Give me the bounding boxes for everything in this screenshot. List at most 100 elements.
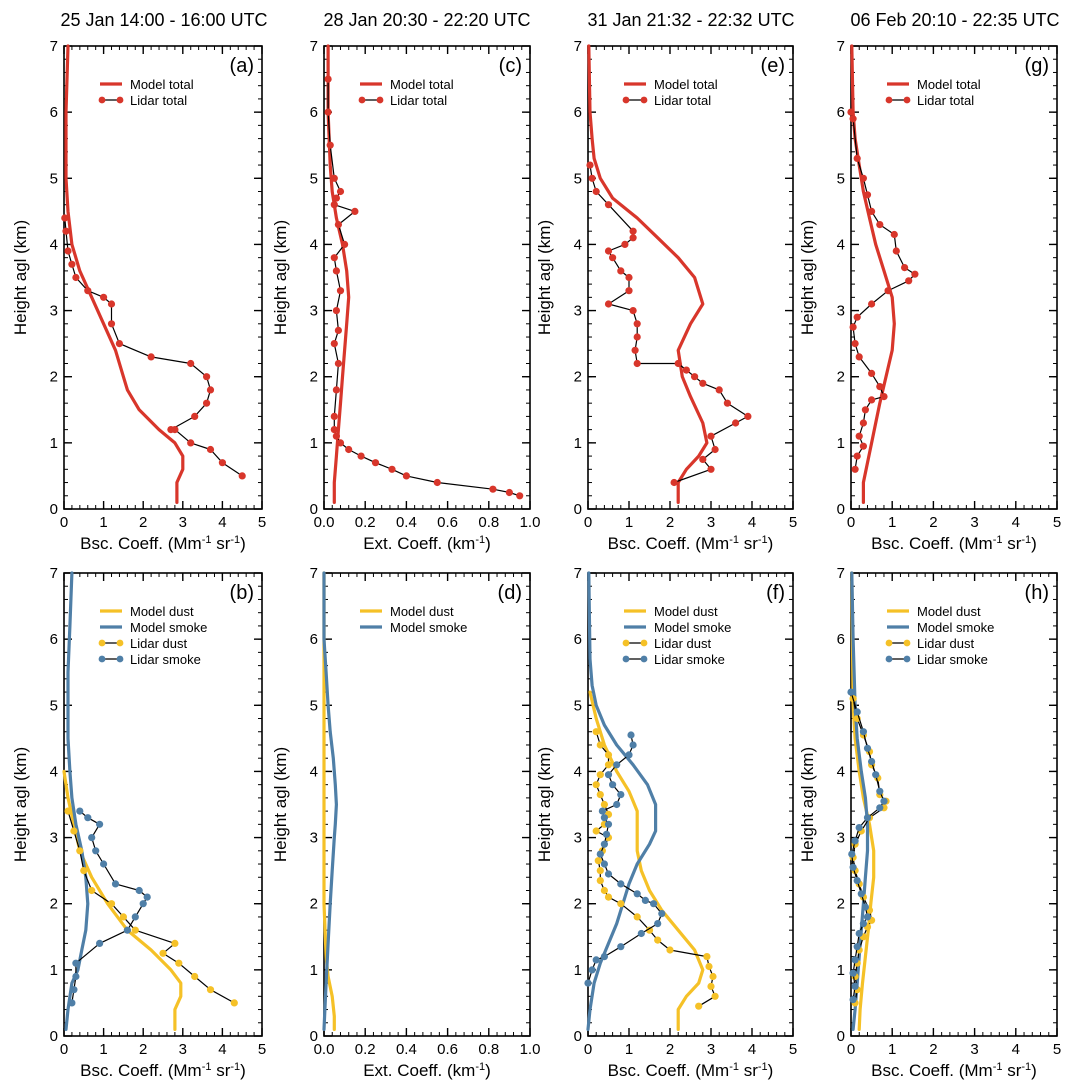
y-tick-label: 0 — [50, 1028, 58, 1045]
lidar-marker — [732, 419, 740, 427]
lidar-marker — [674, 359, 682, 368]
lidar-marker — [600, 860, 609, 868]
lidar-marker — [96, 939, 104, 948]
x-axis-label-part: Ext. Coeff. (km — [363, 534, 475, 553]
lidar-marker — [206, 445, 215, 454]
lidar-marker — [637, 929, 645, 938]
lidar-marker — [332, 386, 340, 394]
y-tick-label: 4 — [50, 763, 58, 780]
lidar-marker — [853, 708, 861, 716]
lidar-marker — [334, 359, 342, 368]
legend-label: Model total — [654, 77, 718, 92]
lidar-marker — [613, 761, 621, 769]
legend-swatch-marker — [116, 96, 124, 104]
series-line — [322, 571, 338, 1031]
lidar-marker — [849, 863, 857, 871]
lidar-marker — [633, 890, 641, 898]
y-tick-label: 2 — [837, 896, 845, 913]
series-model-total — [64, 44, 185, 504]
lidar-marker — [868, 757, 876, 766]
panel-h: 0 1 2 3 4 5 0 1 2 3 4 5 6 7 Height agl (km) Bsc. Coeff.… — [798, 565, 1061, 1080]
y-tick-label: 0 — [574, 1028, 582, 1045]
lidar-marker — [629, 741, 637, 749]
lidar-marker — [855, 353, 863, 361]
lidar-marker — [100, 860, 108, 868]
legend-label: Model smoke — [130, 620, 207, 635]
lidar-marker — [206, 986, 215, 994]
lidar-marker — [617, 900, 625, 908]
lidar-marker — [84, 814, 92, 822]
panel-label: (b) — [230, 582, 254, 604]
lidar-marker — [625, 751, 633, 759]
y-tick-label: 7 — [574, 38, 582, 55]
lidar-marker — [863, 814, 872, 822]
lidar-line — [589, 165, 749, 484]
lidar-marker — [905, 277, 913, 285]
lidar-marker — [855, 824, 863, 832]
series-lidar-total — [324, 75, 524, 500]
lidar-marker — [849, 323, 857, 331]
x-tick-label: 0.4 — [396, 514, 417, 531]
x-tick-label: 3 — [707, 514, 715, 531]
x-axis-label: Bsc. Coeff. (Mm-1 sr-1) — [871, 534, 1037, 553]
y-tick-label: 7 — [310, 38, 318, 55]
lidar-marker — [159, 949, 167, 957]
lidar-marker — [191, 972, 199, 981]
lidar-marker — [62, 227, 70, 235]
legend-label: Lidar total — [390, 93, 447, 108]
x-axis-label: Ext. Coeff. (km-1) — [363, 534, 491, 553]
x-axis-label-part: ) — [240, 534, 246, 553]
y-tick-label: 7 — [574, 565, 582, 582]
lidar-marker — [876, 804, 884, 812]
y-tick-label: 3 — [310, 830, 318, 847]
lidar-marker — [868, 207, 876, 215]
lidar-marker — [633, 333, 641, 341]
lidar-marker — [880, 797, 888, 805]
lidar-marker — [107, 320, 116, 328]
lidar-marker — [604, 771, 613, 779]
legend-swatch-marker — [622, 655, 630, 663]
x-tick-label: 1.0 — [520, 514, 541, 531]
lidar-marker — [890, 230, 898, 239]
lidar-marker — [598, 807, 607, 815]
panel-g: 0 1 2 3 4 5 0 1 2 3 4 5 6 7 Height agl (km) Bsc. Coeff.… — [798, 38, 1061, 553]
y-axis-label: Height agl (km) — [11, 747, 30, 862]
panel-d: 0.0 0.2 0.4 0.6 0.8 1.0 0 1 2 3 4 5 6 7 Height agl (km… — [271, 565, 540, 1080]
column-title-2: 28 Jan 20:30 - 22:20 UTC — [323, 10, 530, 30]
legend-label: Lidar dust — [654, 636, 711, 651]
x-axis-label-part: ) — [768, 1061, 774, 1080]
lidar-marker — [707, 982, 715, 991]
lidar-marker — [92, 847, 100, 855]
lidar-marker — [592, 781, 600, 789]
panels: 0 1 2 3 4 5 0 1 2 3 4 5 6 7 Height agl (km) Bsc. Coeff.… — [11, 38, 1061, 1080]
x-axis-label: Bsc. Coeff. (Mm-1 sr-1) — [80, 534, 246, 553]
panel-label: (f) — [766, 582, 785, 604]
y-tick-label: 0 — [310, 501, 318, 518]
y-tick-label: 5 — [50, 170, 58, 187]
lidar-marker — [123, 926, 131, 934]
lidar-marker — [330, 254, 338, 262]
panel-label: (a) — [230, 55, 254, 77]
y-tick-label: 3 — [50, 830, 58, 847]
legend-swatch-marker — [376, 96, 384, 104]
lidar-marker — [868, 369, 876, 377]
lidar-marker — [861, 406, 870, 414]
panel-f: 0 1 2 3 4 5 0 1 2 3 4 5 6 7 Height agl (km) Bsc. Coeff.… — [535, 565, 797, 1080]
lidar-marker — [332, 194, 340, 202]
x-tick-label: 0.8 — [478, 1041, 499, 1058]
x-tick-label: 5 — [258, 1041, 266, 1058]
lidar-marker — [703, 953, 711, 961]
plot-frame — [63, 45, 263, 510]
lidar-marker — [596, 771, 604, 779]
legend-swatch-marker — [98, 655, 106, 663]
y-tick-label: 6 — [50, 631, 58, 648]
x-axis-label: Ext. Coeff. (km-1) — [363, 1061, 491, 1080]
lidar-marker — [711, 992, 719, 1000]
y-tick-label: 0 — [837, 501, 845, 518]
series-lidar-dust — [64, 807, 238, 1007]
lidar-marker — [617, 791, 625, 799]
series-line — [850, 571, 876, 1031]
lidar-marker — [868, 300, 876, 308]
